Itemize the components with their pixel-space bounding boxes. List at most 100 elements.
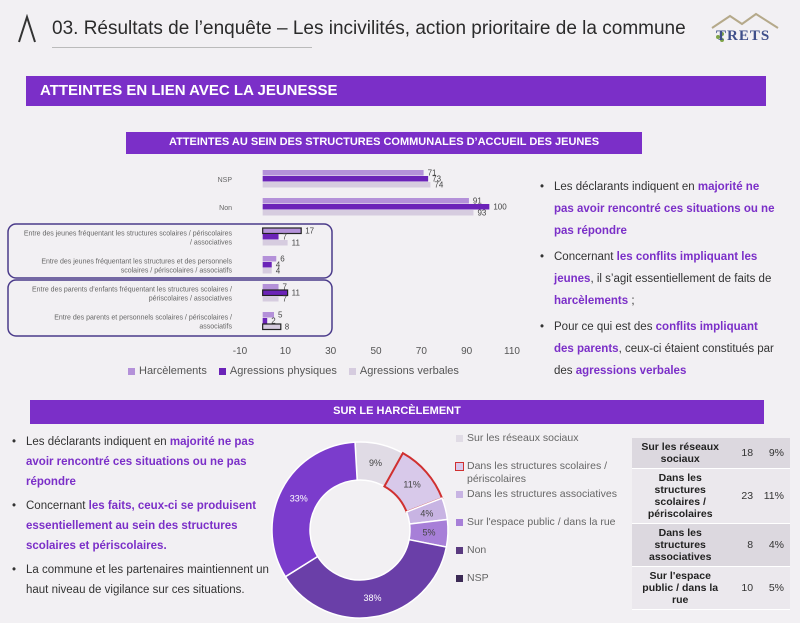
donut-legend-label: NSP	[467, 572, 489, 584]
legend-swatch	[456, 435, 463, 442]
legend-swatch	[456, 547, 463, 554]
bar-value-label: 11	[292, 239, 301, 248]
x-tick-label: -10	[233, 346, 248, 357]
donut-slice	[271, 441, 358, 578]
bar-value-label: 7	[283, 295, 288, 304]
commentary-highlight: conflits impliquant des parents	[554, 321, 758, 355]
table-cell-label: Sur les réseaux sociaux	[632, 438, 729, 469]
legend-swatch	[456, 519, 463, 526]
category-label: Entre des parents et personnels scolaire…	[54, 315, 232, 322]
table-cell-percent: 4%	[755, 523, 790, 567]
category-label: Non	[219, 205, 232, 212]
brand-name: TRETS	[716, 28, 771, 44]
bar-value-label: 2	[271, 317, 276, 326]
bar-harcelement	[262, 284, 279, 290]
chevron-logo-icon	[18, 14, 36, 43]
x-tick-label: 70	[416, 346, 428, 357]
donut-legend-item: NSP	[456, 572, 631, 600]
donut-legend-item: Dans les structures associatives	[456, 488, 631, 516]
donut-slice-label: 38%	[363, 593, 381, 603]
table-cell-label: Dans les structures scolaires / périscol…	[632, 468, 729, 524]
table-row: Dans les structures associatives 8 4%	[632, 523, 790, 567]
bar-value-label: 91	[473, 197, 482, 206]
bar-value-label: 17	[305, 227, 314, 236]
commentary-item: La commune et les partenaires maintienne…	[8, 560, 270, 600]
table-cell-percent: 11%	[755, 468, 790, 524]
bar-value-label: 93	[477, 209, 486, 218]
donut-legend-label: Sur l'espace public / dans la rue	[467, 516, 616, 528]
bar-value-label: 4	[276, 261, 281, 270]
category-label: NSP	[218, 177, 233, 184]
legend-label-physiques: Agressions physiques	[229, 365, 337, 377]
donut-legend: Sur les réseaux sociaux Dans les structu…	[455, 432, 631, 600]
commentary-text: Les déclarants indiquent en	[26, 436, 170, 448]
commentary-highlight: les conflits impliquant les jeunes	[554, 251, 758, 285]
bar-value-label: 73	[432, 175, 441, 184]
legend-swatch	[456, 491, 463, 498]
commentary-highlight: les faits, ceux-ci se produisent essenti…	[26, 500, 257, 552]
bar-harcelement	[262, 198, 469, 204]
bar-value-label: 8	[285, 323, 290, 332]
bar-harcelement	[262, 256, 277, 262]
bar-verbales	[262, 323, 282, 331]
donut-legend-label: Dans les structures scolaires / périscol…	[467, 460, 608, 485]
bar-value-label: 100	[493, 203, 507, 212]
commentary-highlight: majorité ne pas avoir rencontré ces situ…	[26, 436, 255, 488]
structures-banner: ATTEINTES AU SEIN DES STRUCTURES COMMUNA…	[126, 132, 642, 154]
table-row: Dans les structures scolaires / périscol…	[632, 468, 790, 524]
title-divider	[52, 47, 312, 48]
commentary-item: Les déclarants indiquent en majorité ne …	[536, 176, 776, 242]
commentary-highlight: harcèlements	[554, 295, 629, 307]
x-tick-label: 50	[370, 346, 382, 357]
category-label: scolaires / périscolaires / associatifs	[121, 268, 233, 275]
commentary-text: , ceux-ci étaient constitués par des	[554, 343, 774, 377]
donut-slice-label: 11%	[403, 480, 420, 490]
bar-value-label: 71	[428, 169, 437, 178]
bar-physiques	[262, 234, 279, 240]
bar-value-label: 6	[280, 255, 285, 264]
section-banner: ATTEINTES EN LIEN AVEC LA JEUNESSE	[26, 76, 766, 106]
bar-harcelement	[262, 170, 424, 176]
table-cell-count: 8	[728, 523, 756, 567]
table-row: Sur les réseaux sociaux 18 9%	[632, 438, 790, 469]
bar-verbales	[262, 240, 288, 246]
harcelement-table: Sur les réseaux sociaux 18 9% Dans les s…	[632, 438, 790, 610]
bar-verbales	[262, 268, 272, 274]
legend-swatch-harcelement	[128, 367, 135, 375]
commentary-text: Les déclarants indiquent en	[554, 181, 698, 193]
donut-slice-label: 33%	[290, 493, 308, 503]
table-cell-percent: 5%	[755, 566, 790, 610]
bar-value-label: 7	[283, 233, 288, 242]
donut-legend-label: Non	[467, 544, 487, 556]
jeunes-group-frame	[7, 223, 333, 279]
donut-slice-label: 4%	[420, 508, 433, 518]
bar-harcelement	[262, 227, 302, 235]
bar-value-label: 74	[434, 181, 443, 190]
bar-physiques	[262, 318, 268, 324]
table-row: Sur l'espace public / dans la rue 10 5%	[632, 566, 790, 610]
legend-item-verbales: Agressions verbales	[348, 365, 459, 377]
bar-verbales	[262, 182, 431, 188]
commentary-text: Concernant	[554, 251, 617, 263]
commentary-text: Concernant	[26, 500, 89, 512]
commentary-item: Concernant les conflits impliquant les j…	[536, 246, 776, 312]
donut-legend-label: Sur les réseaux sociaux	[467, 432, 579, 444]
donut-slice-label: 5%	[422, 528, 435, 538]
commentary-highlight: agressions verbales	[575, 365, 687, 377]
category-label: périscolaires / associatives	[149, 296, 233, 303]
legend-item-physiques: Agressions physiques	[218, 365, 337, 377]
x-tick-label: 90	[461, 346, 473, 357]
legend-swatch	[456, 575, 463, 582]
commentary-highlight: majorité ne pas avoir rencontré ces situ…	[554, 181, 775, 237]
legend-swatch-physiques	[218, 367, 226, 375]
x-tick-label: 30	[325, 346, 337, 357]
category-label: / associatives	[190, 240, 233, 247]
donut-legend-item: Sur l'espace public / dans la rue	[456, 516, 631, 544]
category-label: Entre des jeunes fréquentant les structu…	[24, 231, 233, 238]
bar-physiques	[262, 204, 490, 210]
commentary-text: , il s’agit essentiellement de faits de	[590, 273, 772, 285]
commentary-text: Pour ce qui est des	[554, 321, 656, 333]
parents-group-frame	[7, 279, 333, 337]
harcelement-commentary: Les déclarants indiquent en majorité ne …	[8, 432, 270, 604]
